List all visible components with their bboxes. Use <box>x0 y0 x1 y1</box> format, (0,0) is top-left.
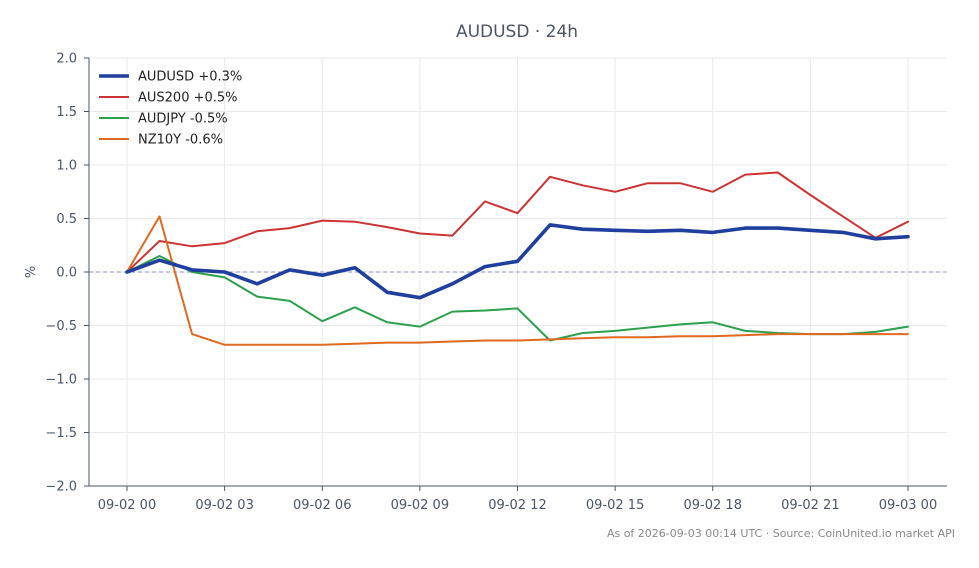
legend: AUDUSD +0.3% AUS200 +0.5% AUDJPY -0.5% NZ10… <box>99 70 242 148</box>
legend-label: NZ10Y -0.6% <box>138 133 223 148</box>
series-line-nz10y <box>126 215 909 346</box>
x-tick-label: 09-02 06 <box>293 498 351 513</box>
y-tick-label: −0.5 <box>45 319 77 334</box>
y-tick-label: −1.0 <box>45 373 77 388</box>
y-tick-label: 0.0 <box>56 266 77 281</box>
x-tick-label: 09-02 12 <box>488 498 546 513</box>
source-note: As of 2026-09-03 00:14 UTC · Source: Coi… <box>607 527 955 540</box>
y-axis-label: % <box>24 266 39 278</box>
series-line-audusd <box>125 223 910 300</box>
chart-title: AUDUSD · 24h <box>456 22 578 42</box>
x-tick-label: 09-02 15 <box>586 498 644 513</box>
y-tick-label: 1.5 <box>56 105 77 120</box>
legend-label: AUS200 +0.5% <box>138 91 238 106</box>
x-tick-label: 09-02 21 <box>781 498 839 513</box>
x-tick-label: 09-02 03 <box>195 498 253 513</box>
legend-label: AUDUSD +0.3% <box>138 70 242 85</box>
legend-label: AUDJPY -0.5% <box>138 112 228 127</box>
x-tick-label: 09-02 00 <box>98 498 156 513</box>
y-tick-label: 0.5 <box>56 212 77 227</box>
axes-layer: −2.0 −1.5 −1.0 −0.5 0.0 0.5 1.0 1.5 2.0 09-02 00 0… <box>45 52 947 513</box>
series-line-audjpy <box>126 255 909 342</box>
y-tick-label: 2.0 <box>56 52 77 67</box>
x-tick-label: 09-02 09 <box>391 498 449 513</box>
y-tick-label: −1.5 <box>45 426 77 441</box>
x-tick-label: 09-03 00 <box>879 498 937 513</box>
y-tick-label: −2.0 <box>45 480 77 495</box>
y-tick-label: 1.0 <box>56 159 77 174</box>
series-line-aus200 <box>126 171 909 273</box>
series-layer <box>125 171 910 346</box>
x-tick-label: 09-02 18 <box>684 498 742 513</box>
